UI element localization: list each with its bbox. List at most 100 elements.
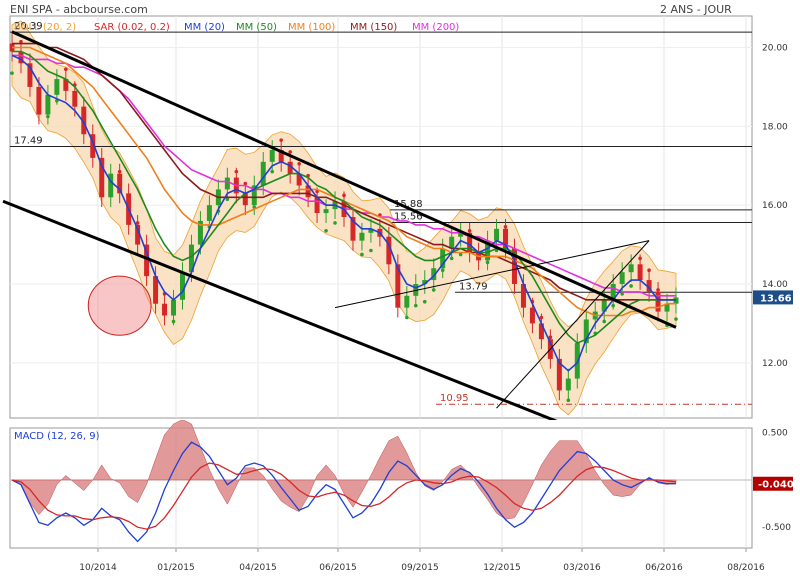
sar-dot-26 (243, 181, 248, 186)
sar-dot-72 (656, 288, 660, 292)
sar-dot-6 (64, 67, 68, 72)
sar-dot-18 (171, 319, 176, 324)
line-mm50 (12, 50, 676, 345)
candle-body-70 (637, 264, 643, 281)
x-tick-4: 09/2015 (401, 563, 438, 573)
last-macd-badge (753, 476, 793, 491)
candle-body-5 (54, 79, 60, 95)
sar-dot-24 (225, 197, 230, 202)
sar-dot-3 (37, 91, 41, 95)
candle-body-17 (162, 303, 168, 316)
candle-body-4 (45, 94, 51, 115)
sar-dot-20 (189, 264, 194, 269)
sar-dot-13 (126, 201, 131, 206)
price-y-tick-2: 16.00 (762, 201, 788, 211)
candle-body-71 (646, 280, 652, 292)
x-tick-3: 06/2015 (319, 563, 356, 573)
candle-body-57 (520, 284, 526, 308)
price-chart: 20.39 17.49 15.88 15.56 13.79 10.95 20.00 18.00… (2, 15, 793, 420)
candle-body-66 (601, 299, 607, 312)
x-tick-1: 01/2015 (157, 563, 194, 573)
level-label-1: 17.49 (14, 135, 43, 146)
candle-body-61 (556, 358, 562, 391)
candle-body-54 (494, 228, 500, 241)
candle-body-69 (628, 264, 634, 273)
candle-body-31 (287, 161, 293, 174)
candle-body-30 (278, 150, 284, 162)
sar-dot-40 (369, 248, 373, 253)
sar-dot-12 (117, 169, 122, 174)
sar-dot-25 (234, 169, 239, 174)
sar-dot-37 (342, 193, 346, 198)
sar-dot-74 (674, 317, 678, 321)
x-tick-8: 08/2016 (727, 563, 765, 573)
candle-body-33 (305, 185, 311, 198)
candle-body-3 (36, 86, 42, 115)
sar-dot-69 (629, 284, 633, 288)
x-tick-5: 12/2015 (483, 563, 520, 573)
last-macd-value: -0.040 (758, 480, 794, 491)
macd-y-tick-0: 0.500 (762, 429, 788, 439)
x-tick-6: 03/2016 (563, 563, 601, 573)
sar-dot-10 (99, 173, 104, 178)
line-mm20 (11, 54, 676, 372)
x-tick-0: 10/2014 (79, 563, 117, 573)
sar-dot-70 (638, 256, 642, 261)
candle-body-47 (431, 268, 437, 281)
sar-dot-48 (440, 268, 445, 273)
candle-body-32 (296, 173, 302, 186)
candle-body-26 (242, 193, 248, 206)
sar-dot-9 (90, 134, 95, 139)
candle-body-53 (485, 240, 491, 261)
price-y-tick-1: 18.00 (762, 122, 788, 132)
candle-body-34 (314, 197, 320, 214)
candle-body-29 (269, 150, 275, 162)
candle-body-14 (135, 224, 141, 245)
price-y-tick-3: 14.00 (762, 280, 788, 290)
sar-dot-47 (431, 288, 436, 292)
sar-dot-49 (449, 256, 454, 261)
candle-body-2 (27, 63, 33, 87)
candle-body-11 (108, 173, 114, 198)
candle-body-9 (90, 134, 96, 158)
sar-dot-68 (620, 292, 624, 296)
sar-dot-31 (288, 150, 292, 154)
sar-dot-61 (557, 366, 562, 371)
sar-dot-43 (396, 284, 400, 288)
candle-body-24 (224, 177, 230, 190)
last-price-badge (753, 290, 793, 305)
sar-dot-66 (602, 319, 607, 324)
chart-title: ENI SPA - abcbourse.com (10, 3, 148, 16)
candle-body-15 (144, 244, 150, 277)
legend-item-5: MM (150) (350, 22, 397, 33)
macd-histogram (11, 420, 677, 520)
legend-item-3: MM (50) (236, 22, 277, 33)
candle-body-39 (359, 232, 365, 241)
macd-signal-line (11, 462, 677, 530)
candle-body-1 (18, 51, 24, 64)
sar-dot-62 (566, 398, 571, 403)
sar-dot-50 (458, 252, 463, 257)
candle-body-12 (117, 173, 123, 194)
sar-dot-59 (539, 315, 544, 320)
candle-body-68 (619, 272, 625, 284)
sar-dot-71 (647, 268, 651, 273)
x-tick-2: 04/2015 (239, 563, 276, 573)
candle-body-21 (197, 220, 203, 245)
price-y-tick-4: 12.00 (762, 359, 788, 369)
chart-period: 2 ANS - JOUR (660, 3, 732, 16)
candle-body-58 (529, 307, 535, 324)
sar-dot-36 (333, 221, 337, 225)
candle-body-18 (171, 299, 177, 316)
candle-body-72 (655, 291, 661, 312)
candle-body-8 (81, 106, 87, 135)
candle-body-64 (583, 319, 589, 344)
candle-body-49 (449, 236, 455, 249)
sar-dot-35 (324, 228, 328, 233)
candle-body-44 (404, 295, 410, 308)
sar-dot-60 (548, 335, 553, 340)
candle-body-6 (63, 79, 69, 91)
candle-body-56 (511, 248, 517, 284)
candle-body-55 (503, 228, 509, 249)
sar-dot-8 (81, 110, 86, 115)
